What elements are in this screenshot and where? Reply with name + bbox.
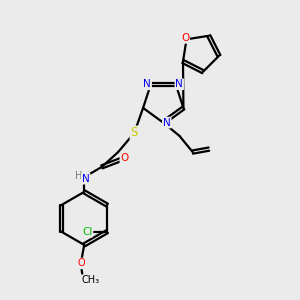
Text: N: N — [82, 174, 89, 184]
Text: O: O — [120, 153, 129, 163]
Text: CH₃: CH₃ — [81, 275, 99, 285]
Text: O: O — [181, 33, 189, 43]
Text: O: O — [77, 258, 85, 268]
Text: S: S — [130, 127, 138, 140]
Text: Cl: Cl — [82, 226, 92, 237]
Text: N: N — [143, 79, 151, 89]
Text: N: N — [176, 79, 183, 89]
Text: H: H — [75, 171, 82, 181]
Text: N: N — [163, 118, 171, 128]
